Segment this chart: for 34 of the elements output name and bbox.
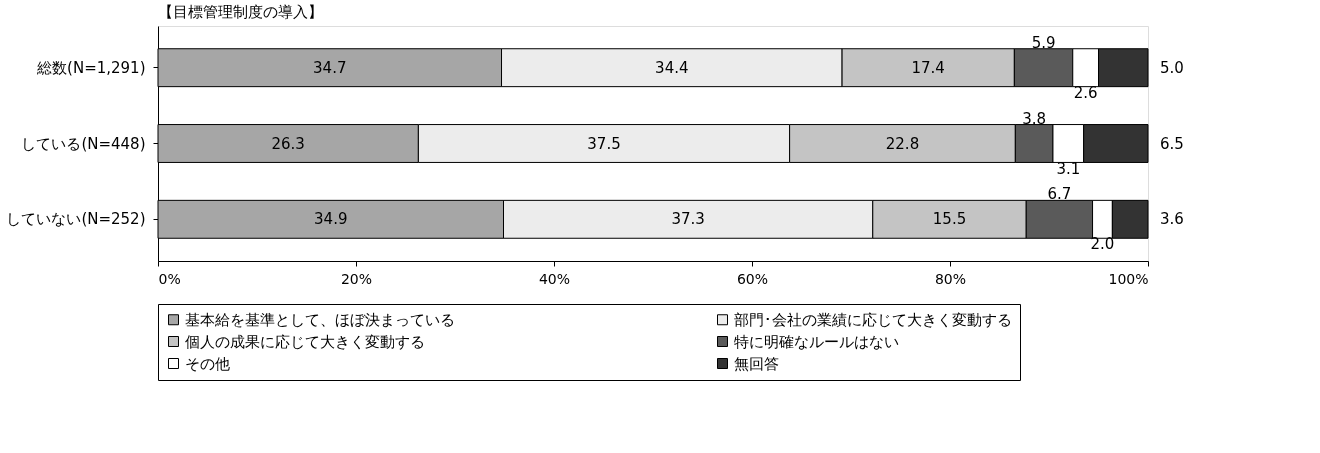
x-tick-label: 20% [340,270,373,287]
legend-label: 無回答 [734,354,779,373]
data-label: 26.3 [271,134,305,153]
data-label: 22.8 [885,134,920,153]
data-label: 3.8 [1022,109,1047,128]
data-label: 34.9 [314,210,348,229]
y-tick-label: している(N=448) [21,134,146,153]
x-tick-label: 40% [538,270,571,287]
data-label: 37.5 [587,134,621,153]
data-label: 17.4 [911,58,945,77]
chart-subtitle: 【目標管理制度の導入】 [158,3,323,21]
legend-label: 特に明確なルールはない [734,332,899,351]
data-label: 15.5 [932,210,967,229]
data-label: 3.1 [1056,159,1081,178]
y-tick-label: 総数(N=1,291) [36,58,146,77]
x-tick-label: 80% [934,270,967,287]
legend-label: 部門･会社の業績に応じて大きく変動する [734,310,1012,329]
legend-label: 基本給を基準として、ほぼ決まっている [185,310,455,329]
data-label: 5.0 [1160,58,1184,77]
x-tick-label: 60% [736,270,769,287]
legend-label: 個人の成果に応じて大きく変動する [185,332,425,351]
data-label: 2.0 [1090,235,1115,254]
legend-label: その他 [185,354,230,373]
data-label: 34.4 [655,58,689,77]
data-label: 34.7 [313,58,347,77]
y-tick-label: していない(N=252) [6,210,146,229]
data-label: 37.3 [671,210,705,229]
data-label: 3.6 [1160,210,1184,229]
data-label: 5.9 [1031,33,1056,52]
data-label: 2.6 [1073,83,1098,102]
data-label: 6.5 [1160,134,1184,153]
x-tick-label: 100% [1108,270,1149,287]
data-label: 6.7 [1047,185,1072,204]
x-tick-label: 0% [158,270,181,287]
